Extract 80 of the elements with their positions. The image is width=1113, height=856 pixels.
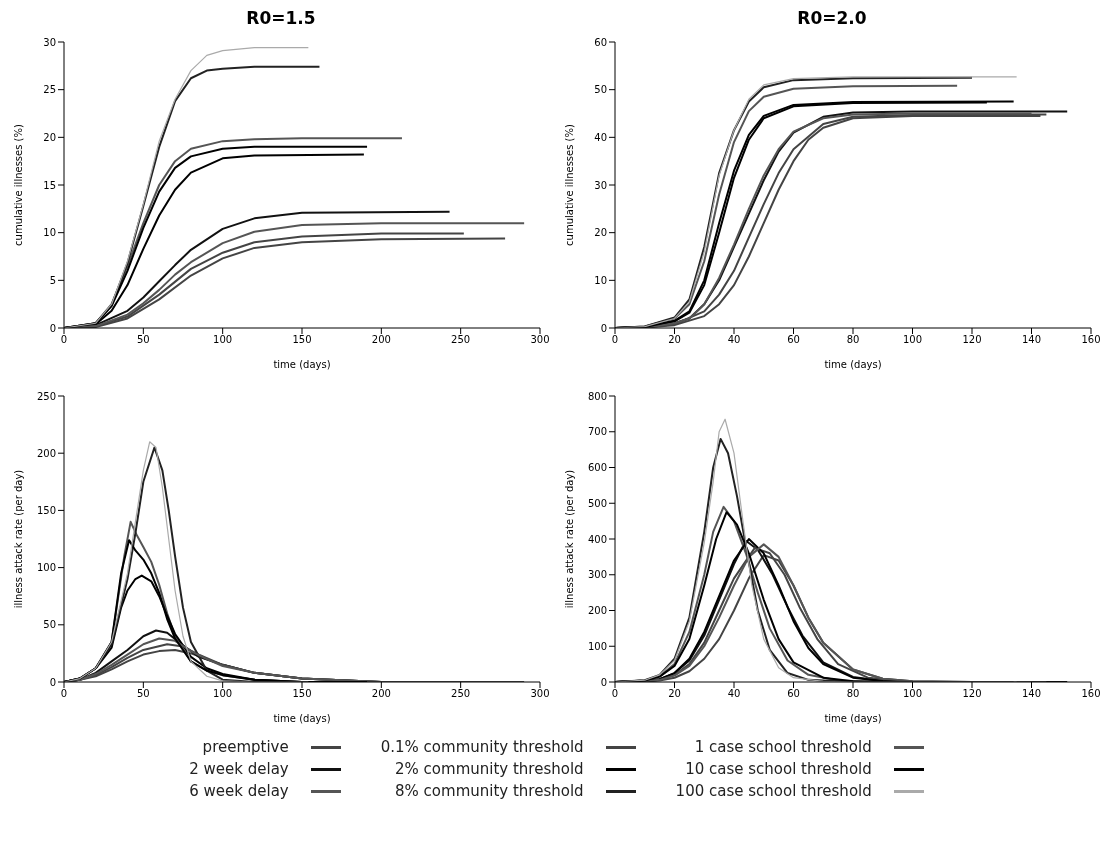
legend-label: 100 case school threshold bbox=[675, 782, 872, 800]
y-axis-title: cumulative illnesses (%) bbox=[12, 123, 24, 246]
y-tick-label: 30 bbox=[594, 179, 607, 191]
x-tick-label: 160 bbox=[1081, 334, 1101, 346]
y-tick-label: 300 bbox=[587, 569, 607, 581]
y-tick-label: 0 bbox=[600, 676, 607, 688]
y-tick-label: 10 bbox=[594, 274, 607, 286]
y-axis-title: illness attack rate (per day) bbox=[563, 469, 575, 609]
y-tick-label: 0 bbox=[49, 676, 56, 688]
y-tick-label: 25 bbox=[43, 84, 56, 96]
x-tick-label: 50 bbox=[136, 688, 150, 700]
x-tick-label: 60 bbox=[787, 688, 800, 700]
y-axis-title: illness attack rate (per day) bbox=[12, 469, 24, 609]
y-axis-title: cumulative illnesses (%) bbox=[563, 123, 575, 246]
x-tick-label: 40 bbox=[727, 688, 741, 700]
x-tick-label: 120 bbox=[962, 334, 982, 346]
x-tick-label: 250 bbox=[451, 688, 471, 700]
y-tick-label: 800 bbox=[587, 390, 607, 402]
x-tick-label: 150 bbox=[292, 334, 312, 346]
x-tick-label: 140 bbox=[1021, 688, 1042, 700]
x-tick-label: 100 bbox=[213, 688, 233, 700]
y-tick-label: 60 bbox=[594, 36, 607, 48]
y-tick-label: 40 bbox=[594, 131, 607, 143]
x-tick-label: 40 bbox=[727, 334, 741, 346]
legend-label: 0.1% community threshold bbox=[380, 738, 584, 756]
x-axis-title: time (days) bbox=[273, 359, 331, 370]
x-tick-label: 50 bbox=[136, 334, 150, 346]
y-tick-label: 250 bbox=[36, 390, 56, 402]
y-tick-label: 200 bbox=[587, 605, 607, 617]
x-tick-label: 80 bbox=[846, 334, 860, 346]
legend-label: 2 week delay bbox=[189, 760, 289, 778]
legend-label: 1 case school threshold bbox=[694, 738, 872, 756]
y-tick-label: 0 bbox=[49, 322, 56, 334]
legend-label: 6 week delay bbox=[189, 782, 289, 800]
x-tick-label: 0 bbox=[60, 334, 68, 346]
y-tick-label: 5 bbox=[49, 274, 56, 286]
x-axis-title: time (days) bbox=[824, 359, 882, 370]
x-tick-label: 160 bbox=[1081, 688, 1101, 700]
y-tick-label: 0 bbox=[600, 322, 607, 334]
x-tick-label: 100 bbox=[213, 334, 233, 346]
y-tick-label: 30 bbox=[43, 36, 56, 48]
legend-label: 8% community threshold bbox=[395, 782, 584, 800]
x-tick-label: 200 bbox=[371, 334, 391, 346]
y-tick-label: 20 bbox=[43, 131, 56, 143]
y-tick-label: 50 bbox=[594, 84, 607, 96]
legend-label: 10 case school threshold bbox=[685, 760, 872, 778]
legend-label: 2% community threshold bbox=[395, 760, 584, 778]
y-tick-label: 100 bbox=[36, 562, 56, 574]
x-axis-title: time (days) bbox=[824, 713, 882, 724]
y-tick-label: 15 bbox=[43, 179, 56, 191]
x-tick-label: 200 bbox=[371, 688, 391, 700]
y-tick-label: 600 bbox=[587, 462, 607, 474]
x-tick-label: 0 bbox=[60, 688, 68, 700]
y-tick-label: 700 bbox=[587, 426, 607, 438]
x-tick-label: 100 bbox=[902, 688, 923, 700]
y-tick-label: 10 bbox=[43, 227, 56, 239]
x-tick-label: 20 bbox=[668, 688, 681, 700]
chart-title: R0=2.0 bbox=[796, 8, 868, 30]
legend-label: preemptive bbox=[202, 738, 289, 756]
x-tick-label: 100 bbox=[902, 334, 923, 346]
y-tick-label: 20 bbox=[594, 227, 607, 239]
x-tick-label: 120 bbox=[962, 688, 982, 700]
x-tick-label: 80 bbox=[846, 688, 860, 700]
x-tick-label: 20 bbox=[668, 334, 681, 346]
y-tick-label: 100 bbox=[587, 640, 607, 652]
y-tick-label: 150 bbox=[36, 504, 56, 516]
y-tick-label: 500 bbox=[587, 497, 607, 509]
x-tick-label: 250 bbox=[451, 334, 471, 346]
x-tick-label: 300 bbox=[530, 334, 550, 346]
x-axis-title: time (days) bbox=[273, 713, 331, 724]
x-tick-label: 60 bbox=[787, 334, 800, 346]
x-tick-label: 150 bbox=[292, 688, 312, 700]
x-tick-label: 0 bbox=[611, 334, 619, 346]
x-tick-label: 140 bbox=[1021, 334, 1042, 346]
chart-title: R0=1.5 bbox=[245, 8, 317, 30]
x-tick-label: 300 bbox=[530, 688, 550, 700]
x-tick-label: 0 bbox=[611, 688, 619, 700]
y-tick-label: 200 bbox=[36, 447, 56, 459]
y-tick-label: 400 bbox=[587, 533, 607, 545]
y-tick-label: 50 bbox=[43, 619, 56, 631]
